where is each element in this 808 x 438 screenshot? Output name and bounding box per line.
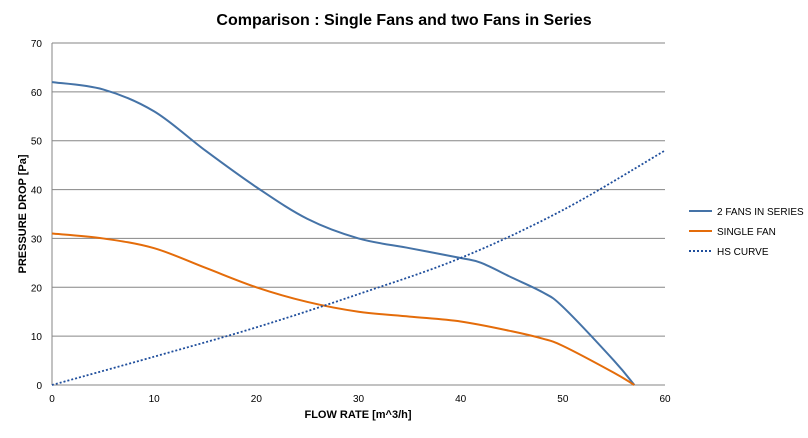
x-tick-label: 10 (149, 394, 161, 405)
series-line-2-fans-in-series (51, 81, 636, 386)
x-axis-label: FLOW RATE [m^3/h] (304, 409, 411, 421)
tick-labels: 0 10 20 30 40 50 60 70 0 10 20 30 40 50 60 (31, 39, 671, 405)
x-tick-label: 0 (49, 394, 55, 405)
x-tick-label: 60 (659, 394, 671, 405)
y-tick-label: 70 (31, 39, 43, 50)
y-tick-label: 60 (31, 88, 43, 99)
y-tick-label: 0 (36, 381, 42, 392)
x-tick-label: 30 (353, 394, 365, 405)
x-tick-label: 40 (455, 394, 467, 405)
y-tick-label: 30 (31, 234, 43, 245)
legend: 2 FANS IN SERIES SINGLE FAN HS CURVE (689, 207, 804, 258)
series-line-single-fan (51, 232, 635, 386)
y-tick-label: 10 (31, 332, 43, 343)
axes (51, 43, 665, 386)
y-axis-label: PRESSURE DROP [Pa] (17, 154, 29, 273)
series (51, 81, 666, 386)
legend-label-single-fan: SINGLE FAN (717, 227, 776, 238)
x-tick-label: 20 (251, 394, 263, 405)
series-line-hs-curve (51, 149, 666, 386)
y-tick-label: 20 (31, 283, 43, 294)
chart-title: Comparison : Single Fans and two Fans in… (216, 12, 591, 29)
y-tick-label: 50 (31, 137, 43, 148)
x-tick-label: 50 (557, 394, 569, 405)
y-tick-label: 40 (31, 186, 43, 197)
legend-label-hs-curve: HS CURVE (717, 247, 769, 258)
grid (52, 42, 665, 337)
legend-label-2-fans-in-series: 2 FANS IN SERIES (717, 207, 804, 218)
